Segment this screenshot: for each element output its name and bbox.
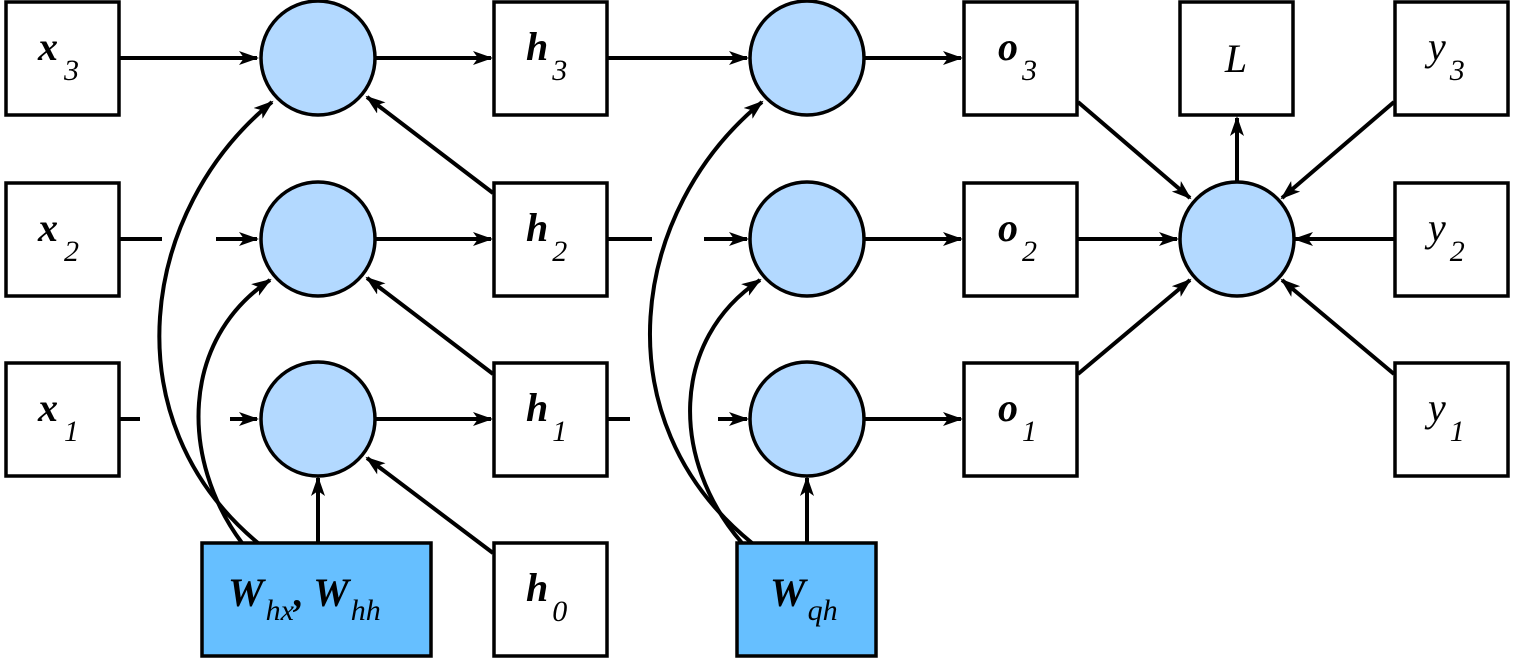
box-h1: h1 (492, 361, 609, 478)
variable-boxes: x3 x2 x1 h3 h2 h1 h0 o3 (4, 0, 1510, 658)
svg-text:x3: x3 (37, 24, 79, 87)
edge-o1-lnode (1076, 278, 1192, 376)
label-x1-sub: 1 (64, 415, 79, 448)
label-o1-main: o (998, 385, 1018, 430)
label-o2-main: o (998, 205, 1018, 250)
svg-text:y1: y1 (1424, 385, 1465, 448)
box-x2: x2 (4, 181, 121, 298)
box-h3: h3 (492, 0, 609, 117)
box-h2: h2 (492, 181, 609, 298)
edge-o3-lnode (1076, 100, 1192, 200)
edge-whx-node3 (157, 100, 274, 545)
label-h1-sub: 1 (552, 415, 567, 448)
svg-text:h1: h1 (526, 385, 567, 448)
label-h3-sub: 3 (551, 54, 567, 87)
label-x2-sub: 2 (64, 235, 79, 268)
svg-text:h2: h2 (526, 205, 567, 268)
param-box-hidden-weights: Whx, Whh (200, 541, 433, 658)
label-h3-main: h (526, 24, 548, 69)
label-o3-main: o (998, 24, 1018, 69)
label-h2-sub: 2 (552, 235, 567, 268)
hidden-node-2 (259, 180, 377, 298)
box-o1: o1 (962, 361, 1079, 478)
label-w-separator: , (293, 570, 313, 615)
label-whx-sub: hx (266, 594, 295, 627)
svg-text:x2: x2 (37, 205, 79, 268)
edge-h2-node3 (365, 95, 495, 195)
parameter-boxes: Whx, Whh Wqh (200, 541, 878, 658)
edge-h0-node1 (365, 456, 495, 555)
hidden-node-1 (259, 360, 377, 478)
svg-text:h0: h0 (526, 565, 567, 628)
label-L: L (1224, 36, 1247, 81)
svg-text:h3: h3 (526, 24, 567, 87)
label-y1-sub: 1 (1450, 415, 1465, 448)
box-y1: y1 (1393, 361, 1510, 478)
loss-node (1178, 180, 1296, 298)
box-y2: y2 (1393, 181, 1510, 298)
edge-whx-node2 (196, 278, 272, 545)
param-box-output-weights: Wqh (735, 541, 878, 658)
edge-y1-lnode (1280, 278, 1396, 376)
svg-text:o3: o3 (998, 24, 1037, 87)
svg-text:o1: o1 (998, 385, 1037, 448)
box-x3: x3 (4, 0, 121, 117)
label-x3-sub: 3 (63, 54, 79, 87)
label-wqh-sub: qh (808, 594, 838, 627)
box-L: L (1178, 0, 1295, 117)
box-h0: h0 (492, 541, 609, 658)
edges (120, 51, 1396, 555)
svg-text:Wqh: Wqh (770, 570, 838, 627)
label-whx-main: W (228, 570, 266, 615)
box-o3: o3 (962, 0, 1079, 117)
label-y3-sub: 3 (1449, 54, 1465, 87)
label-o3-sub: 3 (1021, 54, 1037, 87)
svg-text:y3: y3 (1424, 24, 1465, 87)
label-y3-main: y (1424, 24, 1446, 69)
svg-text:o2: o2 (998, 205, 1037, 268)
label-h1-main: h (526, 385, 548, 430)
edge-wqh-onode3 (648, 100, 764, 545)
output-node-1 (748, 360, 866, 478)
hidden-node-3 (259, 0, 377, 117)
label-wqh-main: W (770, 570, 808, 615)
label-whh-sub: hh (351, 594, 381, 627)
box-x1: x1 (4, 361, 121, 478)
svg-text:Whx, Whh: Whx, Whh (228, 570, 381, 627)
edge-h1-node2 (365, 276, 495, 376)
label-whh-main: W (313, 570, 351, 615)
box-o2: o2 (962, 181, 1079, 298)
label-h0-sub: 0 (552, 595, 567, 628)
label-h2-main: h (526, 205, 548, 250)
svg-text:x1: x1 (37, 385, 79, 448)
label-y2-sub: 2 (1450, 235, 1465, 268)
label-x2-main: x (37, 205, 58, 250)
svg-text:y2: y2 (1424, 205, 1465, 268)
label-y1-main: y (1424, 385, 1446, 430)
output-node-2 (748, 180, 866, 298)
label-o2-sub: 2 (1022, 235, 1037, 268)
label-x1-main: x (37, 385, 58, 430)
label-y2-main: y (1424, 205, 1446, 250)
label-x3-main: x (37, 24, 58, 69)
edge-y3-lnode (1280, 100, 1396, 200)
box-y3: y3 (1393, 0, 1510, 117)
output-node-3 (748, 0, 866, 117)
label-o1-sub: 1 (1022, 415, 1037, 448)
label-h0-main: h (526, 565, 548, 610)
computation-nodes (259, 0, 1296, 478)
